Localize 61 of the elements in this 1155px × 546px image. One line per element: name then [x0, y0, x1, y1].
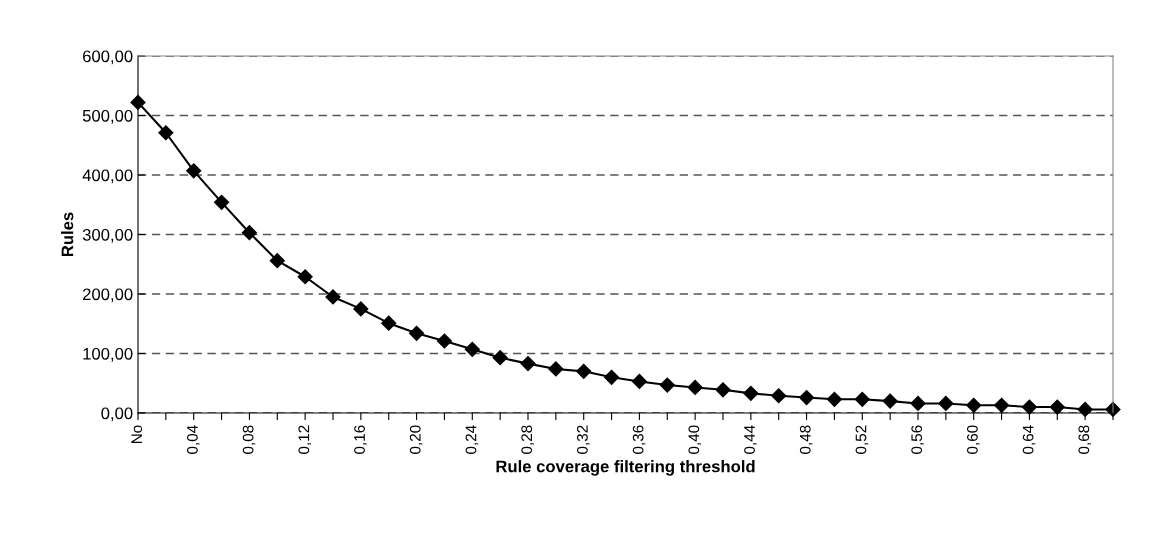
x-axis-title: Rule coverage filtering threshold — [496, 460, 755, 476]
point — [743, 385, 759, 401]
point — [854, 391, 870, 407]
x-tick-label: 0,68 — [1078, 425, 1092, 454]
point — [687, 379, 703, 395]
x-tick-label: 0,64 — [1022, 425, 1036, 454]
point — [1049, 399, 1065, 415]
x-tick-label: 0,16 — [354, 425, 367, 454]
x-tick-label: 0,24 — [465, 425, 479, 454]
point — [604, 369, 620, 385]
point — [1077, 401, 1093, 418]
point — [631, 373, 647, 390]
point — [436, 333, 452, 349]
x-tick-label: 0,40 — [688, 425, 702, 454]
y-tick-label: 600,00 — [83, 50, 133, 65]
x-tick-label: 0,56 — [911, 425, 924, 454]
point — [214, 194, 230, 210]
point — [799, 389, 815, 406]
y-tick-label: 0,00 — [101, 407, 133, 422]
x-tick-label: 0,44 — [744, 425, 757, 454]
point — [1021, 399, 1037, 415]
x-tick-label: 0,32 — [577, 425, 590, 454]
point — [520, 356, 536, 372]
point — [938, 395, 954, 412]
x-tick-label: 0,08 — [242, 425, 256, 454]
x-tick-label: 0,52 — [855, 425, 869, 454]
x-tick-label: 0,60 — [967, 425, 980, 454]
point — [241, 225, 257, 241]
point — [771, 388, 787, 404]
y-tick-label: 300,00 — [82, 228, 133, 243]
point — [826, 391, 842, 407]
x-tick-label: 0,28 — [521, 425, 534, 454]
point — [910, 395, 926, 412]
y-tick-label: 500,00 — [82, 109, 133, 124]
x-tick-label: 0,48 — [799, 425, 813, 454]
point — [158, 125, 174, 141]
point — [659, 377, 675, 393]
x-tick-label: 0,12 — [298, 425, 312, 454]
point — [715, 382, 731, 398]
y-axis-title: Rules — [61, 212, 74, 257]
point — [882, 393, 898, 409]
point — [492, 350, 508, 366]
point — [409, 325, 425, 341]
x-tick-label: 0,04 — [187, 425, 200, 454]
point — [464, 341, 480, 357]
point — [353, 301, 369, 317]
point — [966, 397, 982, 413]
x-tick-label: 0,20 — [409, 425, 423, 454]
y-tick-label: 200,00 — [83, 288, 133, 303]
y-tick-label: 100,00 — [83, 347, 133, 362]
point — [269, 253, 285, 269]
point — [297, 269, 313, 285]
point — [994, 397, 1010, 413]
point — [186, 163, 202, 179]
x-tick-label: No — [131, 425, 143, 444]
y-tick-label: 400,00 — [82, 169, 133, 184]
x-tick-label: 0,36 — [632, 425, 646, 454]
point — [381, 315, 397, 331]
point — [548, 361, 564, 377]
point — [325, 289, 341, 305]
point — [576, 363, 592, 379]
